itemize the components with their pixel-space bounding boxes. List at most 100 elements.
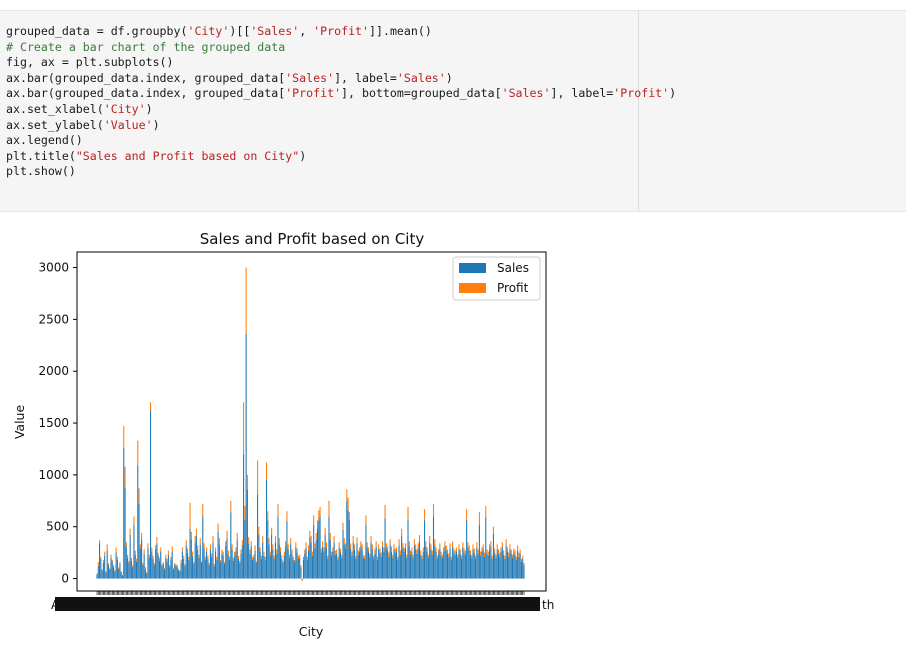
bar-profit — [515, 556, 517, 560]
bar-sales — [333, 542, 335, 579]
bar-sales — [232, 560, 234, 579]
bar-profit — [226, 530, 228, 539]
bar-sales — [226, 538, 228, 579]
bar-sales — [522, 558, 524, 579]
y-tick-label: 1500 — [38, 416, 69, 430]
bar-profit — [511, 554, 514, 558]
bar-profit — [258, 526, 260, 536]
bar-profit — [138, 488, 140, 504]
bar-profit — [411, 547, 413, 552]
bar-sales — [240, 553, 242, 579]
bar-sales — [248, 543, 250, 579]
bar-profit — [459, 549, 461, 554]
bar-sales — [324, 535, 326, 579]
bar-profit — [318, 510, 320, 521]
bar-sales — [422, 551, 424, 579]
bar-sales — [508, 556, 510, 579]
bar-profit — [496, 544, 498, 550]
bar-profit — [466, 509, 468, 521]
bar-profit — [430, 544, 432, 550]
bar-profit — [323, 547, 325, 552]
bar-sales — [323, 551, 325, 579]
bar-profit — [211, 553, 213, 557]
bar-profit — [422, 547, 424, 552]
bar-profit — [332, 547, 334, 552]
bar-profit — [338, 542, 340, 548]
bar-profit — [165, 554, 167, 558]
bar-sales — [495, 557, 497, 579]
bar-sales — [306, 559, 308, 579]
bar-profit — [151, 547, 153, 552]
code-token: ]].mean() — [369, 24, 432, 38]
bar-profit — [351, 551, 353, 556]
bar-sales — [420, 554, 422, 579]
bar-sales — [230, 512, 232, 579]
bar-sales — [175, 566, 177, 579]
bar-sales — [339, 552, 341, 579]
bar-profit — [497, 549, 500, 554]
bar-sales — [250, 546, 252, 579]
bar-sales — [162, 564, 164, 579]
bar-sales — [500, 551, 502, 579]
bar-sales — [472, 549, 474, 579]
bar-sales — [435, 551, 437, 579]
bar-sales — [118, 568, 120, 579]
bar-profit — [464, 550, 466, 555]
bar-profit — [348, 512, 350, 521]
bar-profit — [379, 548, 381, 553]
bar-profit — [123, 426, 125, 448]
bar-sales — [341, 557, 343, 579]
bar-sales — [114, 571, 116, 579]
bar-sales — [404, 548, 406, 579]
bar-profit — [288, 554, 291, 558]
bar-sales — [213, 566, 215, 579]
bar-sales — [432, 516, 435, 579]
bar-profit — [315, 532, 317, 541]
bar-sales — [473, 552, 475, 579]
bar-sales — [347, 510, 349, 579]
bar-sales — [156, 543, 158, 579]
plot-frame — [76, 251, 547, 592]
bar-profit — [489, 544, 491, 550]
bar-profit — [401, 528, 403, 537]
bar-sales — [439, 548, 441, 579]
code-editor[interactable]: grouped_data = df.groupby('City')[['Sale… — [6, 24, 676, 180]
bar-profit — [457, 554, 459, 558]
bar-sales — [342, 529, 344, 579]
bar-profit — [408, 541, 410, 547]
bar-sales — [192, 555, 194, 579]
bar-profit — [492, 526, 494, 534]
bar-profit — [241, 540, 243, 546]
bar-profit — [352, 536, 354, 543]
bar-sales — [176, 567, 178, 579]
bar-profit — [435, 547, 437, 552]
bar-profit — [166, 558, 168, 562]
bar-sales — [283, 555, 285, 579]
bar-sales — [143, 553, 145, 579]
bar-profit — [128, 560, 130, 564]
bar-profit — [305, 542, 307, 548]
bar-profit — [188, 556, 190, 560]
bar-sales — [373, 558, 375, 579]
bar-sales — [371, 549, 373, 579]
bar-sales — [180, 563, 182, 579]
bar-profit — [146, 572, 148, 574]
bar-profit — [355, 555, 357, 559]
bar-profit — [158, 557, 160, 561]
bar-profit — [142, 563, 144, 566]
bar-profit — [277, 503, 279, 517]
code-token: ], label= — [550, 86, 614, 101]
bar-sales — [366, 547, 368, 579]
bar-sales — [132, 567, 134, 579]
bar-sales — [271, 535, 273, 579]
bar-profit — [121, 574, 124, 576]
bar-sales — [129, 535, 131, 579]
bar-profit — [232, 557, 234, 561]
bar-sales — [346, 500, 348, 579]
code-token: "Sales and Profit based on City" — [75, 148, 300, 163]
bar-profit — [402, 543, 404, 549]
bar-profit — [388, 552, 390, 557]
code-cell[interactable]: grouped_data = df.groupby('City')[['Sale… — [0, 10, 906, 212]
bar-sales — [352, 542, 354, 579]
bar-profit — [114, 570, 116, 572]
